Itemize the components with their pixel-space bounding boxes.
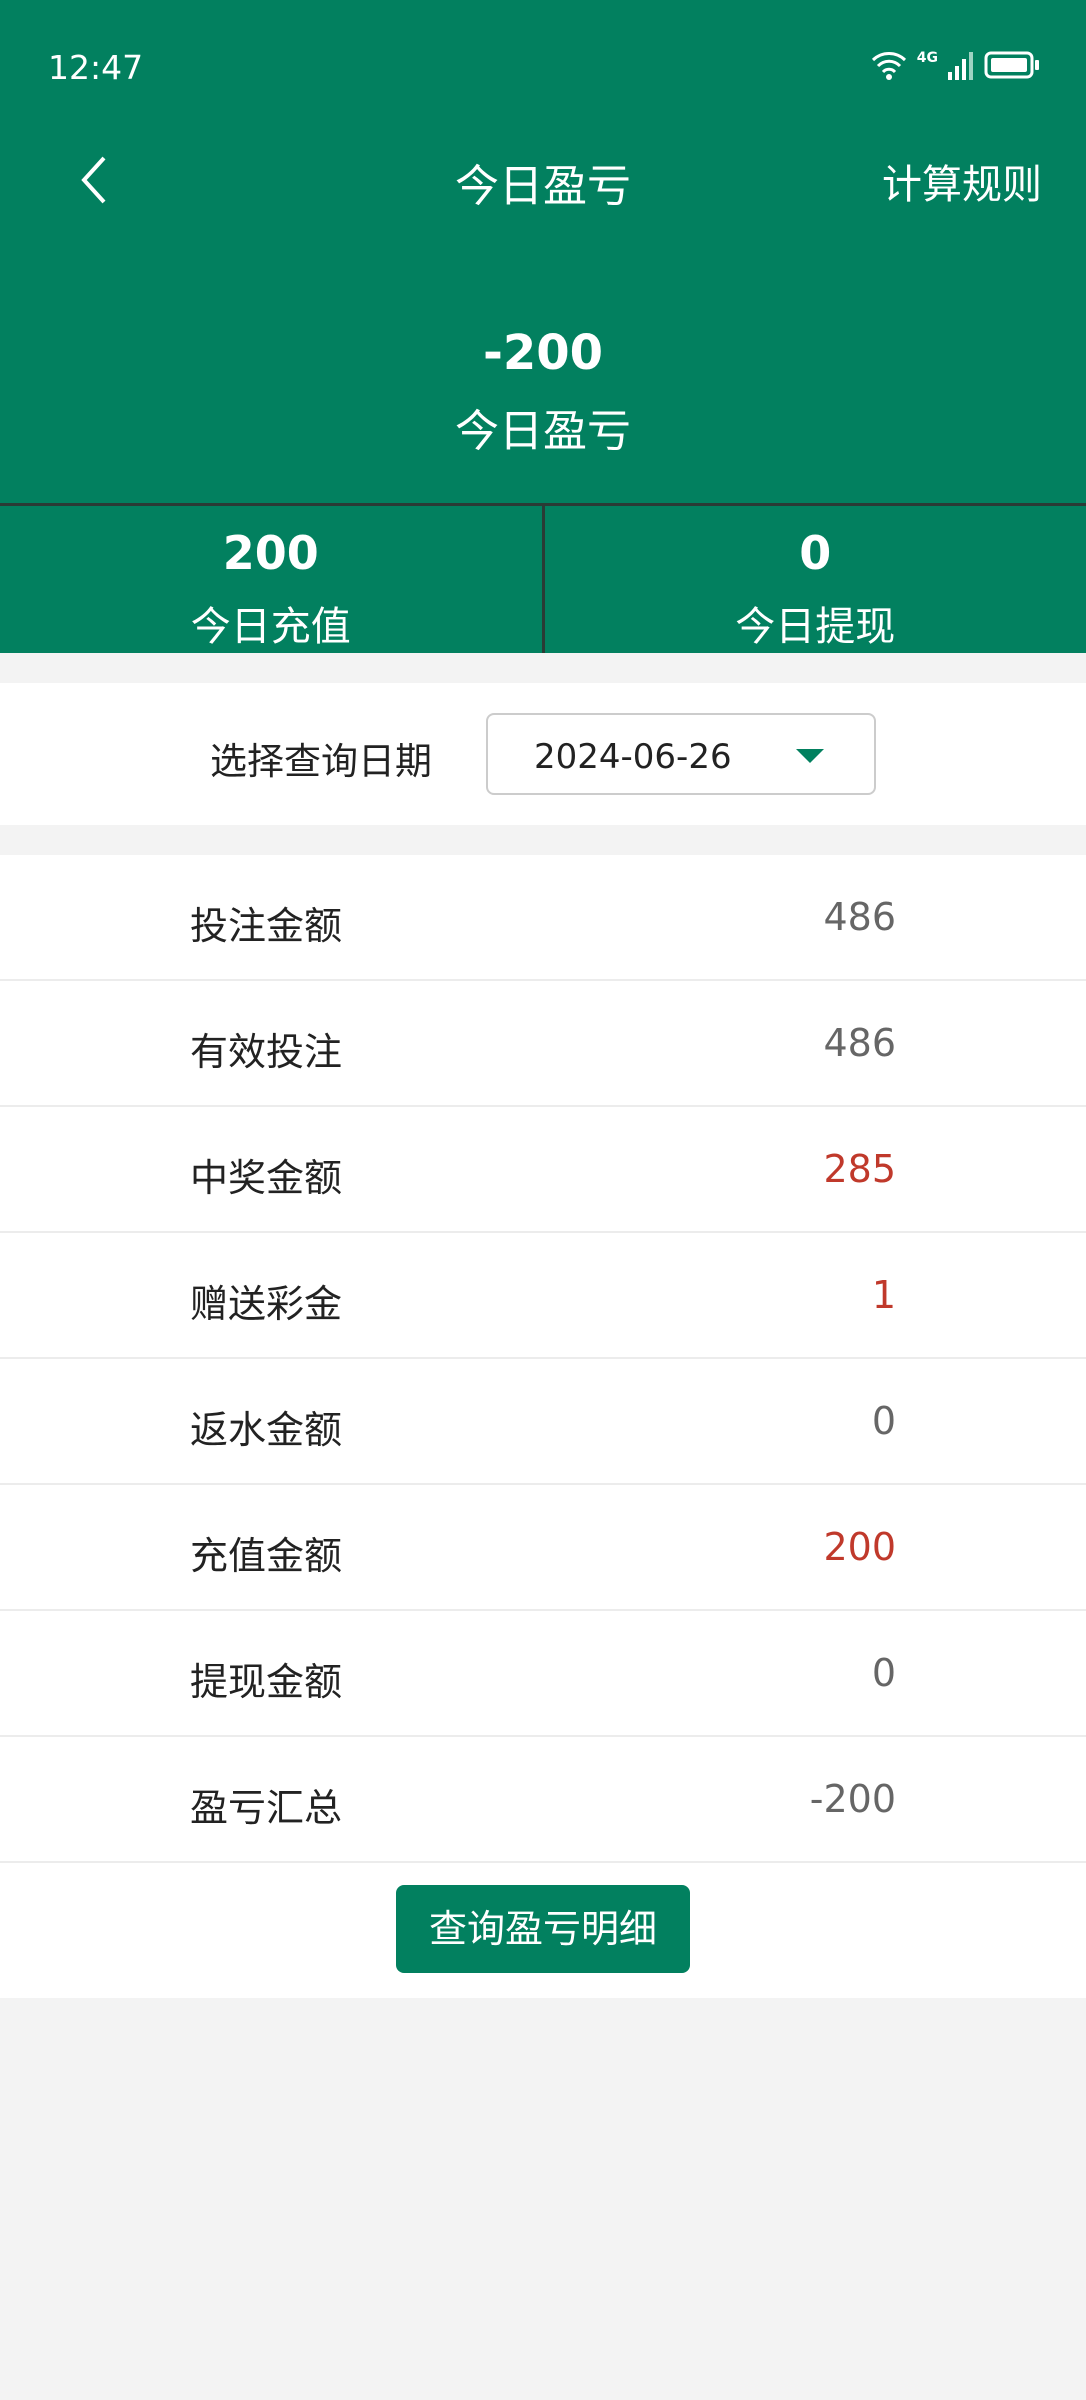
item-value: 486 — [823, 895, 896, 939]
date-value: 2024-06-26 — [534, 737, 732, 777]
item-label: 有效投注 — [190, 1030, 343, 1074]
header: 12:47 4G 今日盈亏 计算规则 -200 今日盈亏 200 今日充值 0 … — [0, 0, 1086, 653]
network-type: 4G — [916, 50, 938, 66]
stat-value: 200 — [222, 526, 319, 580]
list-item: 充值金额 200 — [0, 1485, 1086, 1611]
item-value: 0 — [871, 1651, 896, 1695]
date-select[interactable]: 2024-06-26 — [486, 713, 876, 795]
chevron-left-icon[interactable] — [70, 150, 130, 210]
summary-list: 投注金额 486 有效投注 486 中奖金额 285 赠送彩金 1 返水金额 0 充值金额… — [0, 855, 1086, 1998]
stat-deposit: 200 今日充值 — [0, 506, 542, 653]
list-item: 有效投注 486 — [0, 981, 1086, 1107]
item-value: 200 — [823, 1525, 896, 1569]
item-label: 盈亏汇总 — [190, 1786, 343, 1830]
stat-label: 今日提现 — [735, 604, 896, 650]
battery-icon — [984, 51, 1039, 79]
item-label: 充值金额 — [190, 1534, 343, 1578]
item-value: 486 — [823, 1021, 896, 1065]
list-item: 中奖金额 285 — [0, 1107, 1086, 1233]
wifi-icon — [871, 52, 906, 80]
stat-label: 今日充值 — [190, 604, 351, 650]
calculation-rules-button[interactable]: 计算规则 — [882, 162, 1042, 208]
item-label: 返水金额 — [190, 1408, 343, 1452]
caret-down-icon — [796, 749, 824, 763]
stats-bar: 200 今日充值 0 今日提现 — [0, 503, 1086, 653]
signal-icon — [948, 52, 973, 80]
item-value: 285 — [823, 1147, 896, 1191]
query-details-button[interactable]: 查询盈亏明细 — [396, 1885, 690, 1973]
item-value: 0 — [871, 1399, 896, 1443]
button-area: 查询盈亏明细 — [0, 1863, 1086, 1998]
list-item: 投注金额 486 — [0, 855, 1086, 981]
today-profit-label: 今日盈亏 — [455, 406, 631, 457]
stat-withdraw: 0 今日提现 — [541, 506, 1086, 653]
list-item: 赠送彩金 1 — [0, 1233, 1086, 1359]
today-profit-value: -200 — [482, 325, 604, 381]
item-value: -200 — [809, 1777, 896, 1821]
item-label: 赠送彩金 — [190, 1282, 343, 1326]
page-title: 今日盈亏 — [455, 161, 631, 212]
list-item: 盈亏汇总 -200 — [0, 1737, 1086, 1863]
status-time: 12:47 — [48, 48, 144, 87]
list-item: 提现金额 0 — [0, 1611, 1086, 1737]
item-label: 提现金额 — [190, 1660, 343, 1704]
item-label: 中奖金额 — [190, 1156, 343, 1200]
item-value: 1 — [871, 1273, 896, 1317]
status-icons: 4G — [871, 50, 1040, 80]
list-item: 返水金额 0 — [0, 1359, 1086, 1485]
date-filter-label: 选择查询日期 — [210, 740, 432, 783]
date-filter: 选择查询日期 2024-06-26 — [0, 683, 1086, 825]
item-label: 投注金额 — [190, 904, 343, 948]
stat-value: 0 — [799, 526, 832, 580]
